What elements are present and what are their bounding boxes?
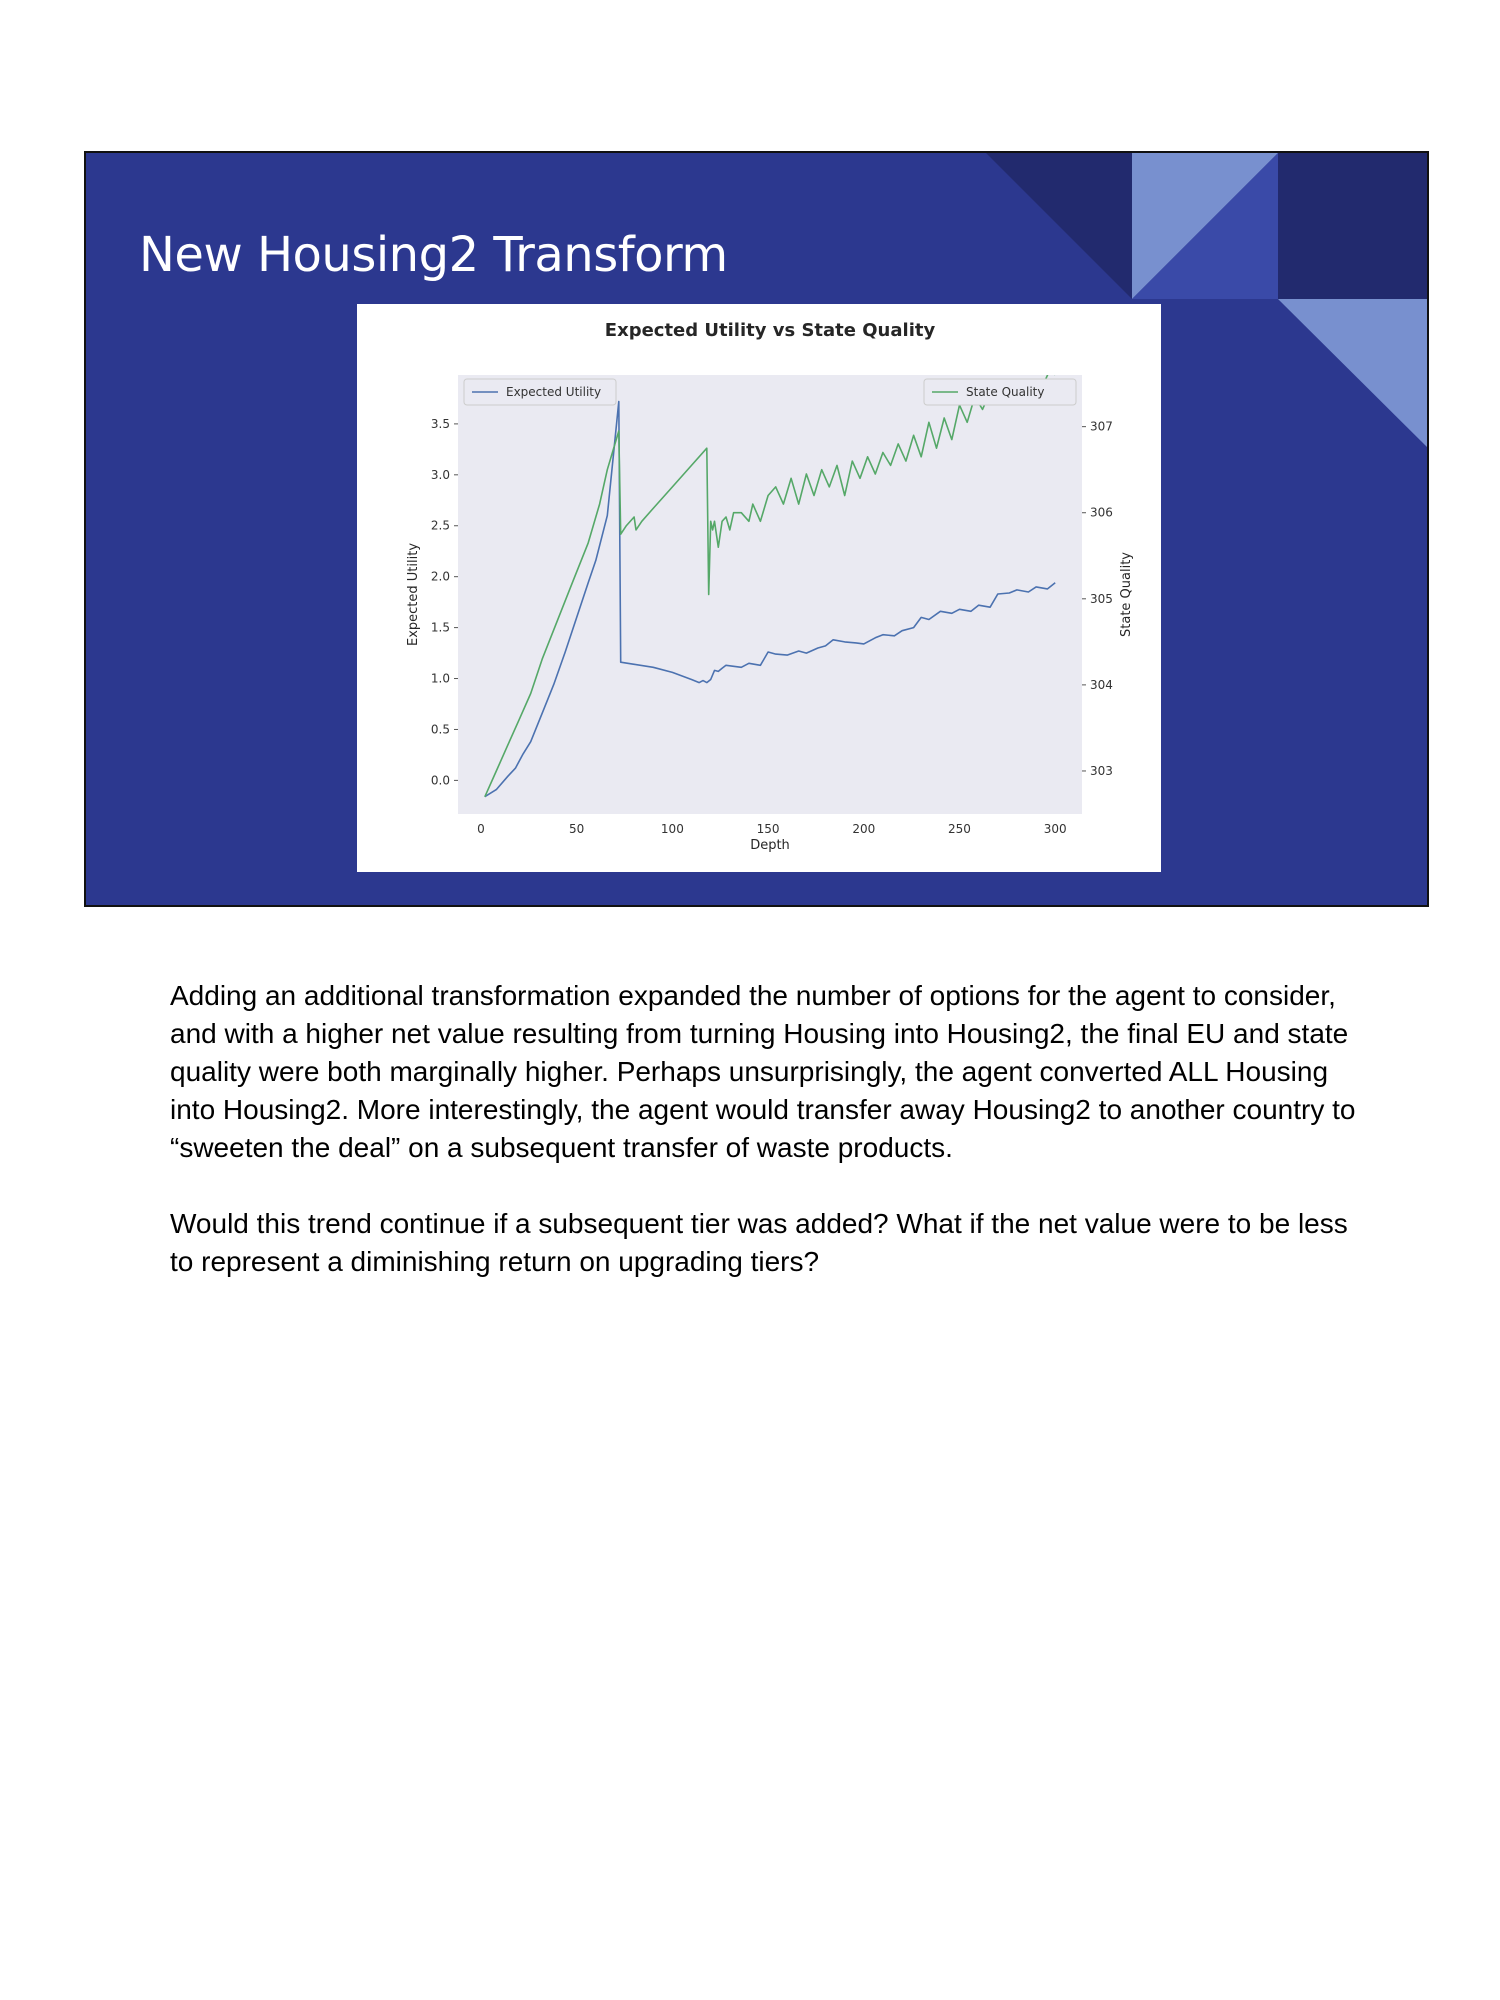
legend-box-state-quality <box>923 378 1077 406</box>
legend-label-state-quality: State Quality <box>966 385 1044 399</box>
y2-axis-label: State Quality <box>1119 552 1134 637</box>
notes-paragraph-1: Adding an additional transformation expa… <box>170 980 1356 1163</box>
notes-paragraph-2: Would this trend continue if a subsequen… <box>170 1208 1348 1277</box>
y2-tick-label-0: 303 <box>1090 764 1113 778</box>
slide-decoration <box>986 153 1427 448</box>
slide: New Housing2 Transform Expected Utility … <box>84 151 1429 907</box>
x-tick-label-2: 100 <box>661 822 684 836</box>
x-tick-label-4: 200 <box>852 822 875 836</box>
y-tick-label-0: 0.0 <box>431 773 450 787</box>
y-tick-label-2: 1.0 <box>431 672 450 686</box>
series-line-expected-utility <box>484 400 1056 798</box>
plot-area <box>458 375 1082 814</box>
decor-mid-triangle <box>1132 153 1278 299</box>
chart: Expected Utility vs State Quality 0 50 100 1… <box>406 320 1134 853</box>
x-tick-label-1: 50 <box>569 822 584 836</box>
y-tick-label-1: 0.5 <box>431 722 450 736</box>
series-line-state-quality <box>484 375 1056 798</box>
y-tick-label-5: 2.5 <box>431 519 450 533</box>
chart-card: Expected Utility vs State Quality 0 50 100 1… <box>357 304 1161 872</box>
decor-right-triangle <box>1278 299 1427 448</box>
x-tick-label-0: 0 <box>477 822 485 836</box>
x-tick-label-5: 250 <box>948 822 971 836</box>
x-tick-label-3: 150 <box>757 822 780 836</box>
y2-tick-label-1: 304 <box>1090 678 1113 692</box>
x-tick-label-6: 300 <box>1044 822 1067 836</box>
chart-title: Expected Utility vs State Quality <box>605 320 936 341</box>
y-tick-label-6: 3.0 <box>431 468 450 482</box>
legend-box-expected-utility <box>463 378 617 406</box>
y-axis-label: Expected Utility <box>406 543 421 646</box>
slide-title: New Housing2 Transform <box>139 227 728 283</box>
y2-tick-label-3: 306 <box>1090 506 1113 520</box>
x-axis-label: Depth <box>750 838 790 853</box>
speaker-notes: Adding an additional transformation expa… <box>170 977 1360 1319</box>
y-tick-label-4: 2.0 <box>431 570 450 584</box>
decor-dark-block <box>1278 153 1427 299</box>
y2-tick-label-4: 307 <box>1090 420 1113 434</box>
y2-tick-label-2: 305 <box>1090 592 1113 606</box>
decor-dark-triangle <box>986 153 1132 299</box>
y-tick-label-3: 1.5 <box>431 621 450 635</box>
y-tick-label-7: 3.5 <box>431 417 450 431</box>
legend-label-expected-utility: Expected Utility <box>506 385 601 399</box>
